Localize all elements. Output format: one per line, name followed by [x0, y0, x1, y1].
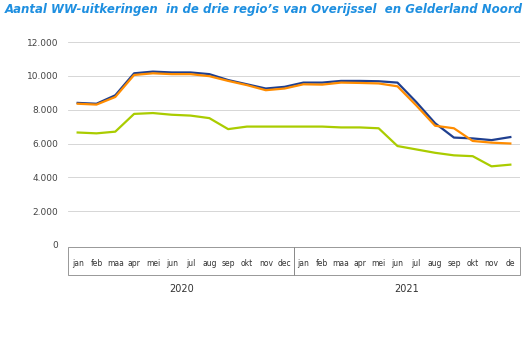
Text: jan: jan — [298, 259, 309, 268]
Text: jun: jun — [392, 259, 404, 268]
Text: dec: dec — [278, 259, 291, 268]
Text: mei: mei — [146, 259, 160, 268]
Text: nov: nov — [485, 259, 499, 268]
Text: jul: jul — [412, 259, 421, 268]
Text: nov: nov — [259, 259, 273, 268]
Text: maa: maa — [107, 259, 124, 268]
Text: sep: sep — [222, 259, 235, 268]
Text: okt: okt — [241, 259, 253, 268]
Text: 2020: 2020 — [169, 284, 194, 294]
Text: mei: mei — [372, 259, 386, 268]
Text: jan: jan — [72, 259, 83, 268]
Text: aug: aug — [428, 259, 443, 268]
Text: 2021: 2021 — [394, 284, 419, 294]
Text: feb: feb — [90, 259, 102, 268]
Text: de: de — [506, 259, 515, 268]
Text: sep: sep — [447, 259, 460, 268]
Text: jul: jul — [186, 259, 195, 268]
Text: aug: aug — [202, 259, 217, 268]
Text: maa: maa — [333, 259, 350, 268]
Text: feb: feb — [316, 259, 328, 268]
Text: apr: apr — [128, 259, 141, 268]
Text: apr: apr — [353, 259, 366, 268]
Text: jun: jun — [166, 259, 178, 268]
Text: Aantal WW-uitkeringen  in de drie regio’s van Overijssel  en Gelderland Noord: Aantal WW-uitkeringen in de drie regio’s… — [5, 4, 523, 16]
Text: okt: okt — [467, 259, 479, 268]
